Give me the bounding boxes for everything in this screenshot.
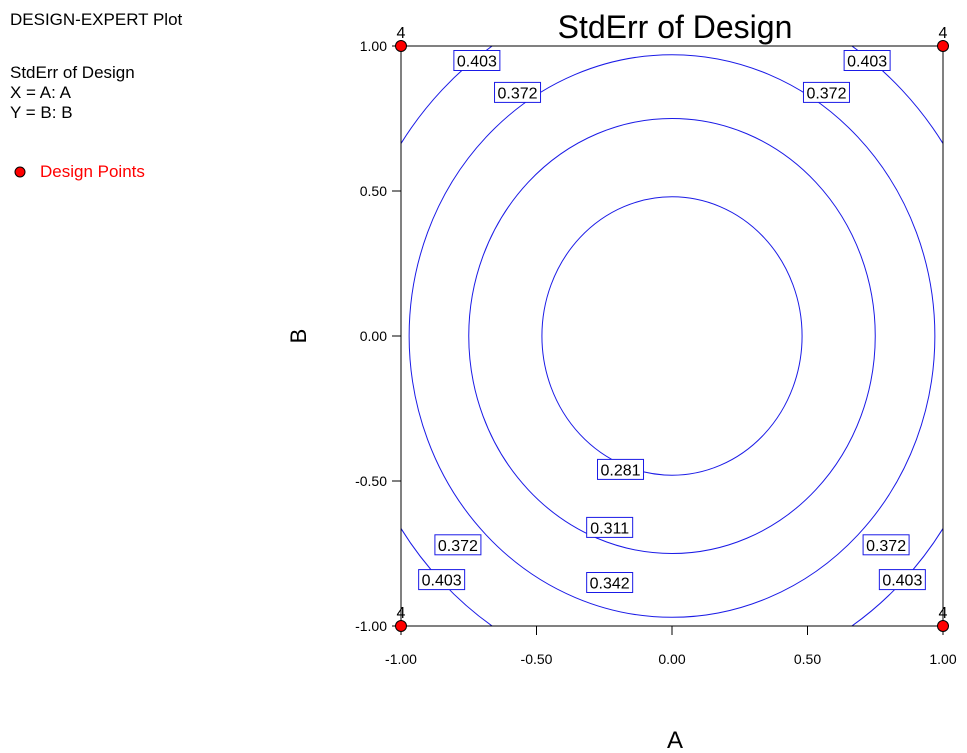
contour-label-box <box>597 458 645 480</box>
design-point-count: 4 <box>397 605 406 622</box>
contour-lines <box>401 46 943 626</box>
x-factor-label: X = A: A <box>10 83 71 102</box>
response-name: StdErr of Design <box>10 63 135 82</box>
design-point-count: 4 <box>939 605 948 622</box>
contour-label-box <box>453 50 501 71</box>
legend-design-points: Design Points <box>14 162 145 183</box>
contour-line-0-342-2 <box>408 54 936 618</box>
contour-label: 0.403 <box>457 54 497 71</box>
design-point <box>937 40 949 52</box>
design-point <box>937 620 949 632</box>
contour-label: 0.403 <box>882 573 922 590</box>
contour-label-box <box>418 569 466 591</box>
x-tick-label: -1.00 <box>385 651 417 667</box>
contour-label: 0.372 <box>438 538 478 555</box>
contour-label-box <box>494 81 542 103</box>
contour-label: 0.311 <box>590 520 629 537</box>
x-tick-label: 0.50 <box>794 651 821 667</box>
legend-label: Design Points <box>40 162 145 181</box>
contour-line-0-311-1 <box>468 118 876 554</box>
contour-label: 0.372 <box>806 85 846 102</box>
contour-label-box <box>843 50 891 71</box>
contour-label: 0.372 <box>498 85 538 102</box>
contour-label-box <box>434 534 482 556</box>
contour-label: 0.342 <box>590 576 630 593</box>
y-axis: 1.00 0.50 0.00 -0.50 -1.00 <box>355 38 401 634</box>
contour-label: 0.281 <box>600 462 640 479</box>
contour-label: 0.403 <box>422 573 462 590</box>
contour-label-box <box>862 534 910 556</box>
design-point <box>395 620 407 632</box>
contour-line-0-281-0 <box>541 196 803 476</box>
x-tick-label: 1.00 <box>929 651 956 667</box>
x-axis-label: A <box>667 727 683 753</box>
design-point-count: 4 <box>397 25 406 42</box>
design-point-count: 4 <box>939 25 948 42</box>
legend-point-marker <box>14 166 26 178</box>
y-axis-label: B <box>286 329 311 344</box>
y-tick-label: -0.50 <box>355 473 387 489</box>
design-point <box>395 40 407 52</box>
contour-label: 0.372 <box>866 538 906 555</box>
plot-frame <box>400 45 944 627</box>
contour-label-box <box>878 569 926 591</box>
x-axis: -1.00 -0.50 0.00 0.50 1.00 <box>385 626 957 667</box>
contour-label-box <box>586 516 634 538</box>
y-tick-label: 0.50 <box>360 183 387 199</box>
y-tick-label: -1.00 <box>355 618 387 634</box>
design-points: 4 4 4 4 <box>395 25 949 632</box>
contour-label-box <box>802 81 850 103</box>
y-tick-label: 0.00 <box>360 328 387 344</box>
y-factor-label: Y = B: B <box>10 103 73 122</box>
program-title: DESIGN-EXPERT Plot <box>10 10 183 29</box>
contour-label-box <box>586 572 634 593</box>
contour-label: 0.403 <box>847 54 887 71</box>
y-tick-label: 1.00 <box>360 38 387 54</box>
contour-line-0-403-4 <box>401 46 943 626</box>
x-tick-label: 0.00 <box>658 651 685 667</box>
chart-title: StdErr of Design <box>558 9 793 45</box>
x-tick-label: -0.50 <box>521 651 553 667</box>
